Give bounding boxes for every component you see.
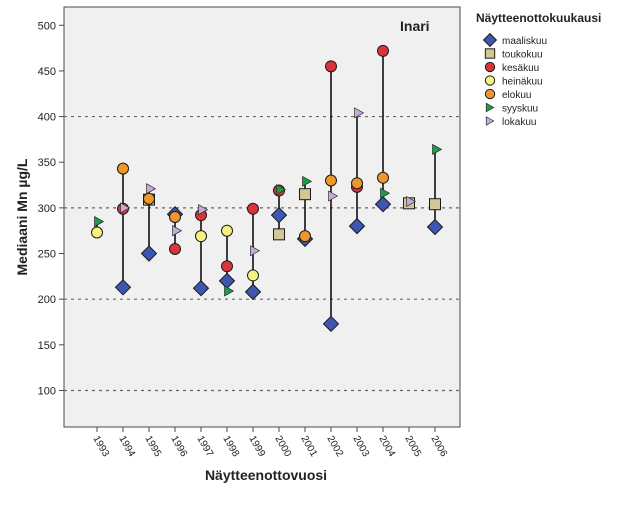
legend-label: kesäkuu (502, 63, 539, 74)
x-tick-label: 1993 (90, 434, 111, 459)
data-point-maaliskuu (426, 218, 444, 236)
y-tick-label: 250 (38, 249, 56, 261)
x-tick-label: 2000 (272, 434, 293, 459)
data-point-syyskuu (276, 184, 287, 196)
data-point-elokuu (377, 171, 389, 184)
data-point-kesäkuu (377, 44, 389, 57)
legend-marker (485, 116, 495, 126)
data-point-kesäkuu (247, 202, 259, 215)
y-tick-label: 350 (38, 157, 56, 169)
data-point-toukokuu (429, 198, 441, 211)
data-point-syyskuu (380, 187, 391, 199)
y-tick-label: 100 (38, 385, 56, 397)
x-tick-label: 2005 (402, 434, 423, 459)
y-tick-label: 200 (38, 294, 56, 306)
data-point-elokuu (117, 162, 129, 175)
x-tick-label: 1994 (116, 434, 137, 459)
data-point-maaliskuu (374, 196, 392, 213)
data-point-kesäkuu (325, 60, 337, 73)
data-point-toukokuu (273, 228, 285, 241)
data-point-elokuu (299, 230, 311, 243)
y-axis-label: Mediaani Mn µg/L (14, 158, 30, 275)
plot-background (63, 6, 461, 428)
x-tick-label: 2003 (350, 434, 371, 459)
data-point-elokuu (143, 192, 155, 205)
legend-marker (484, 88, 496, 100)
data-point-heinäkuu (247, 269, 259, 282)
x-tick-label: 1999 (246, 434, 267, 459)
data-point-lokakuu (120, 202, 131, 214)
x-tick-label: 2001 (298, 434, 319, 459)
x-tick-label: 1998 (220, 434, 241, 459)
x-tick-label: 2006 (428, 434, 449, 459)
data-point-elokuu (351, 177, 363, 190)
legend-label: lokakuu (502, 117, 536, 128)
x-tick-label: 1996 (168, 434, 189, 459)
x-tick-label: 1995 (142, 434, 163, 459)
data-point-elokuu (169, 211, 181, 223)
y-tick-label: 450 (38, 66, 56, 78)
legend-marker (484, 48, 496, 59)
data-point-elokuu (325, 174, 337, 187)
data-point-heinäkuu (221, 224, 233, 237)
legend-marker (484, 75, 496, 86)
data-point-heinäkuu (91, 226, 103, 239)
data-point-lokakuu (328, 190, 339, 202)
x-tick-label: 2002 (324, 434, 345, 459)
data-point-syyskuu (432, 143, 443, 155)
y-tick-label: 500 (38, 20, 56, 32)
data-point-lokakuu (146, 183, 157, 195)
legend-marker (482, 32, 498, 48)
data-point-maaliskuu (114, 279, 132, 296)
data-point-syyskuu (224, 285, 235, 297)
legend-label: heinäkuu (502, 77, 543, 88)
data-point-lokakuu (354, 107, 365, 119)
x-axis-label: Näytteenottovuosi (205, 467, 327, 483)
data-point-maaliskuu (348, 217, 366, 235)
data-point-syyskuu (302, 175, 313, 187)
data-point-lokakuu (198, 204, 209, 216)
data-point-kesäkuu (221, 260, 233, 273)
legend-label: elokuu (502, 90, 531, 101)
legend-label: toukokuu (502, 50, 543, 61)
data-point-maaliskuu (140, 245, 158, 262)
data-point-heinäkuu (195, 230, 207, 243)
legend-label: maaliskuu (502, 36, 547, 47)
data-point-maaliskuu (244, 283, 262, 301)
y-tick-label: 150 (38, 340, 56, 352)
data-point-maaliskuu (192, 280, 210, 297)
legend-marker (484, 61, 496, 73)
x-tick-label: 1997 (194, 434, 215, 459)
data-point-toukokuu (299, 188, 311, 201)
x-tick-label: 2004 (376, 434, 397, 459)
data-point-maaliskuu (322, 315, 340, 333)
data-point-syyskuu (94, 216, 105, 228)
chart-annotation: Inari (400, 18, 430, 34)
data-point-maaliskuu (270, 206, 288, 224)
data-point-lokakuu (406, 195, 417, 207)
y-tick-label: 400 (38, 112, 56, 124)
data-point-kesäkuu (169, 242, 181, 255)
legend-marker (485, 102, 495, 113)
y-tick-label: 300 (38, 203, 56, 215)
legend-title: Näytteenottokuukausi (476, 11, 601, 25)
data-point-lokakuu (250, 245, 261, 257)
legend-label: syyskuu (502, 104, 538, 115)
data-point-lokakuu (172, 225, 183, 237)
